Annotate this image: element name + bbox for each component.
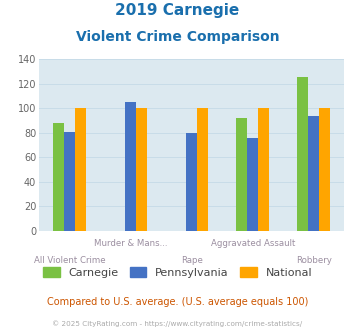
Text: Robbery: Robbery	[296, 256, 332, 265]
Text: 2019 Carnegie: 2019 Carnegie	[115, 3, 240, 18]
Bar	[75, 109, 86, 231]
Text: Aggravated Assault: Aggravated Assault	[211, 239, 295, 248]
Text: All Violent Crime: All Violent Crime	[34, 256, 105, 265]
Bar	[247, 138, 258, 231]
Bar	[297, 77, 308, 231]
Text: Compared to U.S. average. (U.S. average equals 100): Compared to U.S. average. (U.S. average …	[47, 297, 308, 307]
Legend: Carnegie, Pennsylvania, National: Carnegie, Pennsylvania, National	[38, 263, 317, 282]
Bar	[236, 118, 247, 231]
Bar	[197, 109, 208, 231]
Bar	[308, 116, 319, 231]
Bar	[136, 109, 147, 231]
Bar	[125, 102, 136, 231]
Text: Rape: Rape	[181, 256, 203, 265]
Text: Violent Crime Comparison: Violent Crime Comparison	[76, 30, 279, 44]
Bar	[319, 109, 330, 231]
Bar	[64, 132, 75, 231]
Text: Murder & Mans...: Murder & Mans...	[94, 239, 168, 248]
Bar	[258, 109, 269, 231]
Bar	[53, 123, 64, 231]
Text: © 2025 CityRating.com - https://www.cityrating.com/crime-statistics/: © 2025 CityRating.com - https://www.city…	[53, 320, 302, 327]
Bar	[186, 133, 197, 231]
